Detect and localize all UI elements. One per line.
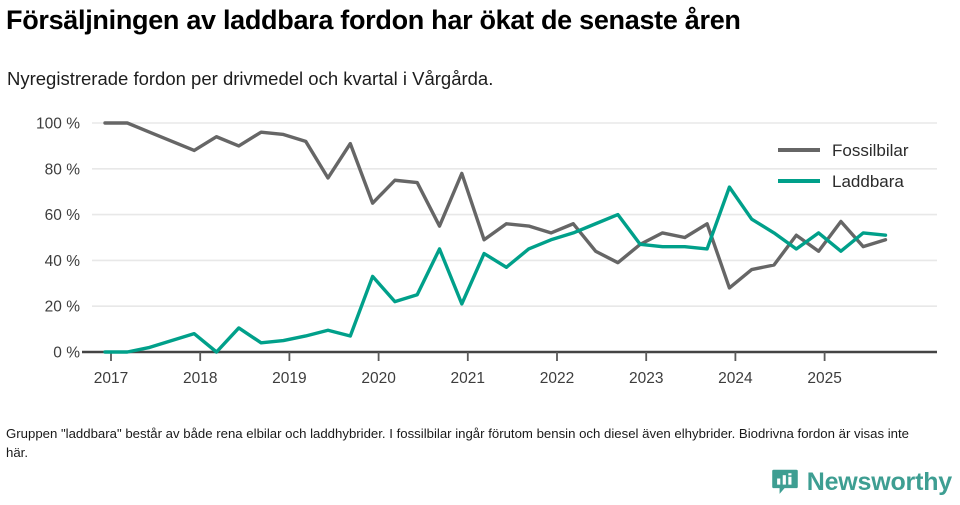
x-axis-tick-label: 2017 xyxy=(94,370,128,387)
x-axis-tick-label: 2018 xyxy=(183,370,217,387)
line-chart-svg: 0 % 20 % 40 % 60 % 80 % 100 % 2017 2018 2019 2020… xyxy=(36,116,937,387)
chart-subtitle: Nyregistrerade fordon per drivmedel och … xyxy=(7,68,494,89)
legend-label-fossilbilar: Fossilbilar xyxy=(832,141,909,160)
x-axis-tick-label: 2025 xyxy=(807,370,841,387)
legend-label-laddbara: Laddbara xyxy=(832,172,904,191)
y-axis-tick-label: 80 % xyxy=(45,161,81,178)
chart-footnote: Gruppen "laddbara" består av både rena e… xyxy=(6,426,909,460)
brand-name: Newsworthy xyxy=(806,467,952,496)
bar-chart-bubble-icon xyxy=(771,469,798,494)
chart-plot-area: 0 % 20 % 40 % 60 % 80 % 100 % 2017 2018 2019 2020… xyxy=(0,104,960,404)
series-line-fossilbilar xyxy=(103,121,888,290)
newsworthy-logo: Newsworthy xyxy=(771,468,952,496)
y-axis-tick-label: 60 % xyxy=(45,207,81,224)
series-line-laddbara xyxy=(103,185,888,354)
y-axis-tick-label: 0 % xyxy=(53,345,80,362)
x-axis-tick-label: 2024 xyxy=(718,370,753,387)
x-axis-tick-label: 2022 xyxy=(540,370,574,387)
x-axis-tick-label: 2023 xyxy=(629,370,663,387)
x-axis-tick-label: 2020 xyxy=(361,370,396,387)
y-axis-tick-label: 40 % xyxy=(45,253,81,270)
x-axis-tick-label: 2021 xyxy=(451,370,485,387)
page-title: Försäljningen av laddbara fordon har öka… xyxy=(6,5,741,35)
y-axis-tick-label: 20 % xyxy=(45,299,81,316)
y-axis-tick-label: 100 % xyxy=(36,116,80,133)
x-axis-tick-label: 2019 xyxy=(272,370,306,387)
